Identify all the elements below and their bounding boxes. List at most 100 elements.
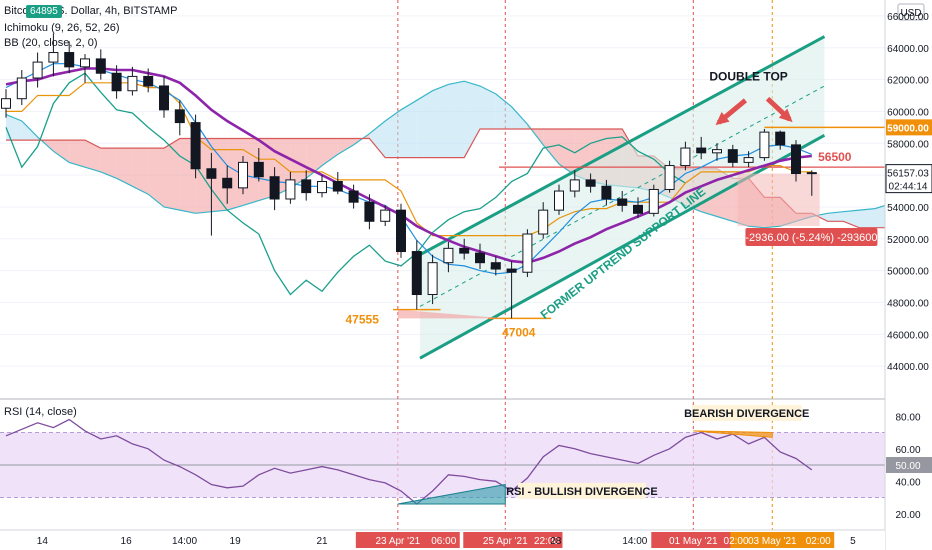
measure-box bbox=[737, 173, 820, 227]
price-tick-label: 62000.00 bbox=[887, 76, 929, 87]
rsi-tick-label: 80.00 bbox=[895, 412, 920, 423]
candle-body bbox=[696, 147, 707, 154]
cloud-segment bbox=[511, 106, 528, 129]
currency-box bbox=[897, 3, 925, 21]
time-tick-label: 06:00 bbox=[431, 536, 456, 547]
price-tick-label: 60000.00 bbox=[887, 107, 929, 118]
candle-body bbox=[222, 177, 233, 189]
double-top-arrow-right-head bbox=[778, 108, 793, 123]
time-tick-label: 14:00 bbox=[172, 536, 197, 547]
candle-body bbox=[127, 75, 138, 92]
cloud-segment bbox=[559, 128, 575, 176]
candle-body bbox=[506, 268, 517, 273]
legend-rsi[interactable]: RSI (14, close) bbox=[4, 406, 77, 418]
cloud-segment bbox=[495, 93, 512, 129]
double-top-label: DOUBLE TOP bbox=[709, 69, 787, 83]
countdown-badge: 02:44:14 bbox=[889, 182, 928, 193]
candle-body bbox=[648, 188, 659, 214]
candle-body bbox=[396, 209, 406, 253]
legend-bb[interactable]: BB (20, close, 2, 0) bbox=[4, 37, 98, 49]
candle-body bbox=[743, 157, 754, 163]
legend-ichimoku[interactable]: Ichimoku (9, 26, 52, 26) bbox=[4, 22, 120, 34]
cloud-segment bbox=[243, 138, 259, 206]
candle-body bbox=[727, 149, 738, 163]
cloud-segment bbox=[448, 81, 465, 158]
candle-body bbox=[443, 247, 454, 264]
cloud-segment bbox=[369, 120, 386, 158]
bearish-divergence-label: BEARISH DIVERGENCE bbox=[684, 408, 809, 420]
price-tick-label: 44000.00 bbox=[887, 362, 929, 373]
cloud-segment bbox=[811, 213, 828, 222]
time-tick-label: 25 Apr '21 bbox=[483, 536, 528, 547]
candle-body bbox=[1, 98, 11, 109]
time-tick-label: 14:00 bbox=[622, 536, 647, 547]
candle-body bbox=[348, 190, 359, 203]
candle-body bbox=[206, 168, 217, 179]
candle-body bbox=[238, 161, 248, 189]
cloud-segment bbox=[69, 140, 85, 168]
candle-body bbox=[806, 172, 817, 175]
time-highlight-box bbox=[355, 532, 460, 548]
price-tick-label: 48000.00 bbox=[887, 298, 929, 309]
candle-body bbox=[680, 147, 691, 167]
time-tick-label: 14 bbox=[37, 536, 49, 547]
cloud-segment bbox=[53, 140, 70, 163]
cloud-segment bbox=[6, 114, 22, 141]
price-overlay-badge: 64895 bbox=[26, 5, 62, 18]
candle-body bbox=[332, 180, 343, 192]
low-label-47004: 47004 bbox=[502, 325, 536, 339]
cloud-segment bbox=[385, 109, 401, 158]
candle-body bbox=[617, 198, 628, 206]
candle-body bbox=[190, 122, 201, 170]
time-highlight-box bbox=[463, 532, 563, 548]
candle-body bbox=[285, 179, 296, 200]
price-tick-label: 58000.00 bbox=[887, 139, 929, 150]
resistance-line bbox=[419, 35, 826, 257]
candle-body bbox=[159, 85, 169, 111]
price-tick-label: 54000.00 bbox=[887, 203, 929, 214]
rsi-line bbox=[5, 418, 813, 505]
support-line bbox=[419, 134, 826, 360]
cloud-segment bbox=[827, 211, 844, 222]
cloud-segment bbox=[132, 148, 149, 195]
cloud-segment bbox=[148, 148, 164, 207]
candle-body bbox=[490, 262, 501, 270]
last-price-badge-bg bbox=[885, 164, 932, 194]
cloud-segment bbox=[227, 138, 243, 211]
time-tick-label: 01 May '21 bbox=[669, 536, 718, 547]
moving-average bbox=[5, 67, 812, 265]
candle-body bbox=[317, 180, 327, 194]
candle-body bbox=[32, 61, 43, 79]
bullish-label-bg bbox=[517, 482, 646, 499]
tenkan-line bbox=[5, 63, 813, 275]
candle-body bbox=[16, 77, 27, 100]
cloud-segment bbox=[843, 210, 860, 228]
candles bbox=[1, 33, 817, 319]
candle-body bbox=[791, 144, 801, 175]
price-tick-label: 64000.00 bbox=[887, 44, 929, 55]
low-label-47555: 47555 bbox=[346, 313, 380, 327]
time-tick-label: 02:00 bbox=[806, 536, 831, 547]
cloud-segment bbox=[401, 100, 417, 158]
rsi-pane bbox=[0, 418, 885, 505]
candle-body bbox=[111, 72, 122, 92]
cloud-segment bbox=[416, 90, 433, 158]
price-tick-label: 46000.00 bbox=[887, 330, 929, 341]
cloud-segment bbox=[164, 138, 180, 211]
cloud-segment bbox=[432, 84, 449, 158]
candle-body bbox=[585, 179, 596, 187]
candle-body bbox=[411, 251, 422, 296]
indicator-lines bbox=[5, 63, 813, 296]
price-tick-label: 50000.00 bbox=[887, 267, 929, 278]
candle-body bbox=[475, 252, 485, 264]
kijun-line bbox=[6, 82, 812, 237]
candle-body bbox=[269, 176, 280, 200]
currency-label: USD bbox=[900, 8, 921, 19]
candle-body bbox=[427, 262, 438, 296]
low-wedge bbox=[397, 309, 506, 319]
candle-body bbox=[48, 52, 59, 63]
rsi-last-badge-bg bbox=[886, 457, 932, 473]
level-badge-bg bbox=[886, 119, 932, 136]
